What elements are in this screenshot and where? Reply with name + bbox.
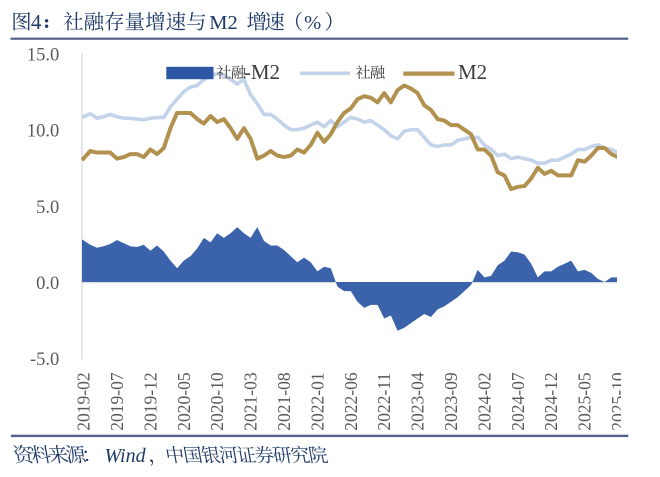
svg-text:2025-10: 2025-10: [608, 372, 628, 431]
svg-text:-M2: -M2: [244, 60, 280, 84]
svg-text:2024-02: 2024-02: [474, 372, 494, 430]
svg-text:2024-12: 2024-12: [541, 372, 561, 430]
svg-text:5.0: 5.0: [36, 198, 59, 218]
svg-text:%: %: [304, 12, 321, 34]
svg-text:2020-10: 2020-10: [207, 372, 227, 431]
svg-text:2020-05: 2020-05: [174, 372, 194, 431]
svg-text:2019-12: 2019-12: [140, 372, 160, 430]
svg-text:0.0: 0.0: [36, 274, 59, 294]
svg-text:-5.0: -5.0: [30, 350, 59, 370]
svg-text:2019-07: 2019-07: [107, 372, 127, 431]
svg-text:2023-09: 2023-09: [441, 372, 461, 431]
svg-text:M2: M2: [458, 60, 487, 84]
svg-text:2023-04: 2023-04: [408, 372, 428, 431]
svg-text:2022-01: 2022-01: [307, 372, 327, 430]
svg-text:2021-08: 2021-08: [274, 372, 294, 431]
svg-text:2022-06: 2022-06: [341, 372, 361, 431]
svg-text:2025-05: 2025-05: [575, 372, 595, 431]
svg-text:10.0: 10.0: [27, 122, 59, 142]
svg-text:2024-07: 2024-07: [508, 372, 528, 431]
svg-text:2019-02: 2019-02: [74, 372, 94, 430]
svg-text:4: 4: [31, 10, 42, 34]
svg-text:2022-11: 2022-11: [374, 373, 394, 431]
svg-text:15.0: 15.0: [27, 46, 59, 66]
svg-text:2021-03: 2021-03: [241, 372, 261, 431]
svg-text:Wind: Wind: [105, 445, 147, 467]
svg-text:M2: M2: [209, 12, 237, 34]
